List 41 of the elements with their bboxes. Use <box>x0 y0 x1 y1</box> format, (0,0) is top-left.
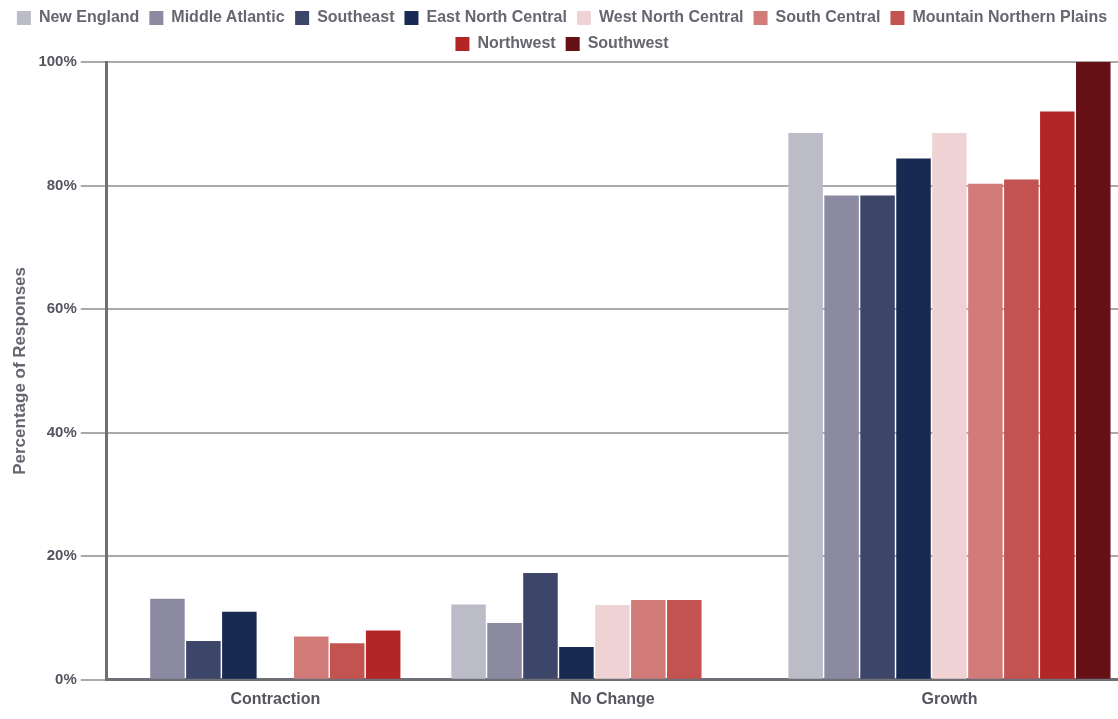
bar <box>365 630 401 679</box>
bar <box>523 572 558 679</box>
y-tick-label: 40% <box>46 422 77 440</box>
legend-label: Southeast <box>317 8 396 26</box>
legend-label: South Central <box>775 8 881 26</box>
bar <box>788 133 823 679</box>
bar <box>1004 179 1039 679</box>
legend-label: East North Central <box>426 8 567 26</box>
bar <box>150 598 185 679</box>
y-tick-label: 20% <box>46 546 77 564</box>
x-tick-label: No Change <box>570 689 655 707</box>
bar <box>487 622 522 679</box>
bar <box>595 605 630 679</box>
bar <box>631 600 666 679</box>
legend-label: West North Central <box>598 8 744 26</box>
bar <box>559 647 594 679</box>
bar <box>1076 62 1111 679</box>
bar <box>1040 111 1075 679</box>
x-tick-label: Contraction <box>230 689 321 707</box>
legend-label: Southwest <box>587 34 670 52</box>
y-tick-label: 60% <box>46 299 77 317</box>
legend-label: Middle Atlantic <box>171 8 285 26</box>
y-axis-title: Percentage of Responses <box>9 266 29 475</box>
bar <box>222 611 257 679</box>
bar <box>896 158 931 679</box>
bar <box>860 195 895 679</box>
y-tick-label: 0% <box>55 669 77 687</box>
y-tick-label: 100% <box>38 52 77 70</box>
bar <box>451 604 486 679</box>
bar <box>186 640 221 679</box>
bar <box>294 636 329 679</box>
x-tick-label: Growth <box>921 689 978 707</box>
y-tick-label: 80% <box>46 175 77 193</box>
bar <box>824 195 859 679</box>
bar <box>667 600 702 679</box>
bar <box>932 133 967 679</box>
legend-label: Northwest <box>477 34 557 52</box>
legend-label: New England <box>38 8 140 26</box>
legend-label: Mountain Northern Plains <box>912 8 1108 26</box>
bar <box>329 643 365 679</box>
bar <box>968 183 1003 679</box>
